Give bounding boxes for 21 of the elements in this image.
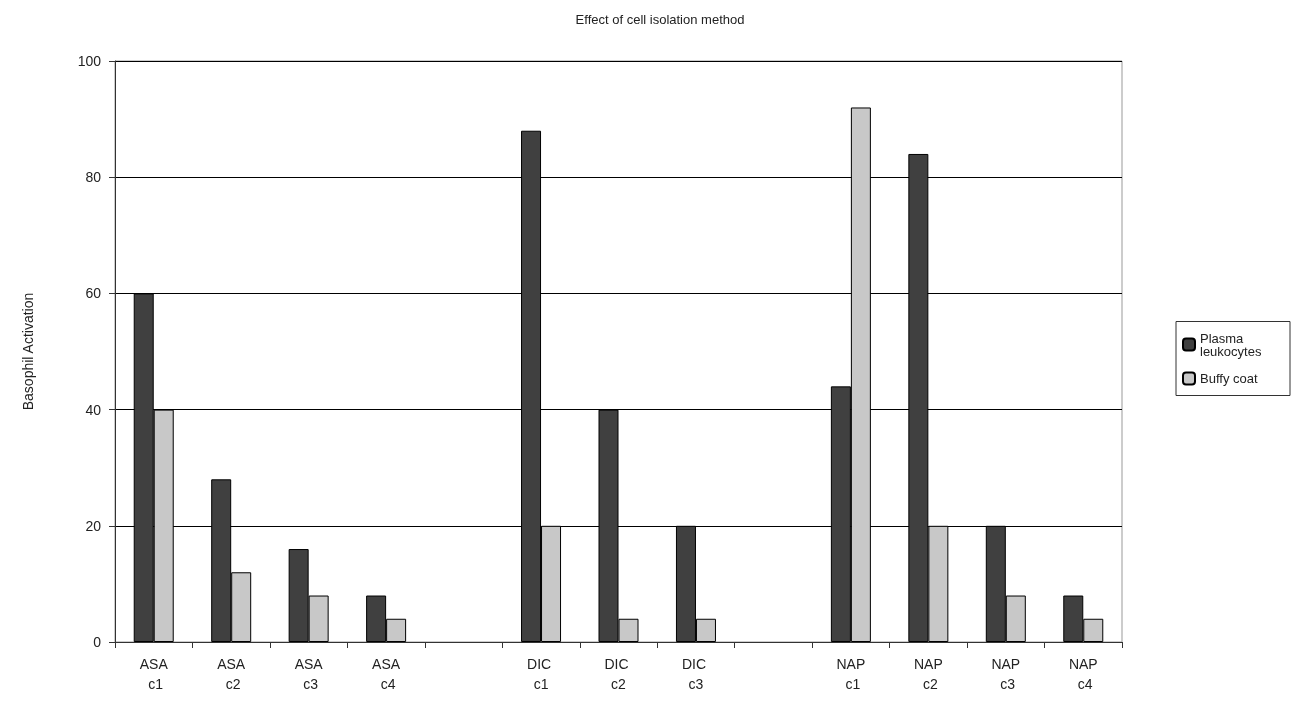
y-tick-label: 60 <box>85 285 102 302</box>
y-axis-title: Basophil Activation <box>20 292 36 411</box>
x-tick-label: NAP c4 <box>1068 656 1098 692</box>
y-tick-label: 80 <box>85 169 102 186</box>
x-tick-label: ASA c2 <box>217 656 246 692</box>
chart-title: Effect of cell isolation method <box>575 12 745 27</box>
x-tick-label: DIC c2 <box>604 656 633 692</box>
legend-label: Plasma leukocytes <box>1200 330 1262 359</box>
x-tick-label: NAP c1 <box>836 656 866 692</box>
y-tick-label: 20 <box>85 517 102 534</box>
x-tick-label: ASA c3 <box>294 656 324 692</box>
x-tick-label: NAP c3 <box>991 656 1021 692</box>
x-tick-label: DIC c1 <box>527 656 556 692</box>
y-tick-label: 100 <box>77 53 102 69</box>
x-tick-label: DIC c3 <box>681 656 710 692</box>
legend-label: Buffy coat <box>1200 371 1258 386</box>
x-tick-label: ASA c4 <box>372 656 401 692</box>
y-tick-label: 40 <box>85 401 102 418</box>
x-tick-label: ASA c1 <box>139 656 169 692</box>
x-tick-label: NAP c2 <box>913 656 943 692</box>
y-tick-label: 0 <box>93 634 102 650</box>
